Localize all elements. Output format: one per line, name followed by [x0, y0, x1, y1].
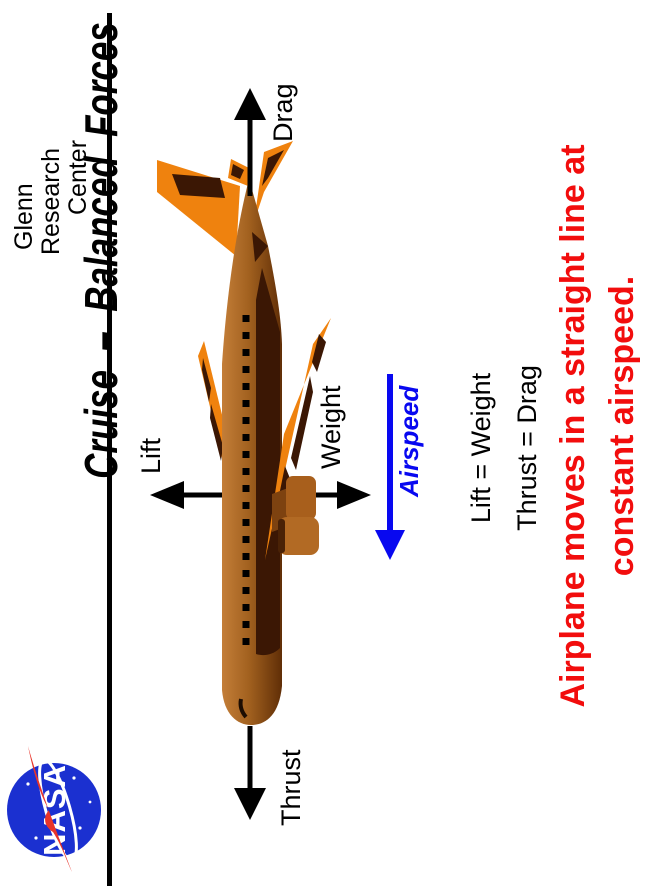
logo-star [88, 800, 92, 804]
fuselage-shadow-stripe [256, 268, 280, 656]
drag-arrow [234, 88, 266, 196]
thrust-label: Thrust [276, 749, 306, 826]
engine-intake-lip [278, 519, 285, 553]
caption: Airplane moves in a straight line at con… [549, 13, 647, 839]
weight-label: Weight [316, 385, 346, 469]
far-wing [198, 341, 226, 475]
engine [272, 476, 319, 555]
thrust-arrow [234, 726, 266, 820]
cockpit-mark [238, 698, 248, 719]
engine-body [286, 476, 316, 520]
logo-star [72, 776, 76, 780]
near-stabilizer [254, 141, 293, 222]
logo-wordmark: NASA [37, 764, 72, 856]
balance-equations: Lift = Weight Thrust = Drag [458, 288, 550, 608]
drag-label: Drag [268, 83, 298, 142]
weight-arrowhead [337, 481, 371, 509]
caption-line-1: Airplane moves in a straight line at [554, 144, 592, 708]
fuselage [222, 179, 282, 725]
vertical-fin [157, 160, 240, 256]
logo-star [78, 826, 82, 830]
logo-globe [7, 763, 101, 857]
airspeed-arrow [375, 374, 405, 560]
logo-star [26, 782, 30, 786]
engine-intake [278, 517, 319, 555]
logo-star [34, 836, 38, 840]
caption-line-2: constant airspeed. [603, 275, 641, 577]
equation-thrust-drag: Thrust = Drag [512, 365, 542, 531]
far-stabilizer [228, 159, 249, 186]
airspeed-label: Airspeed [394, 385, 424, 497]
tail-shadow [252, 232, 268, 262]
lift-arrowhead [150, 481, 184, 509]
logo-orbit-ring [38, 758, 78, 862]
equation-lift-weight: Lift = Weight [466, 372, 496, 524]
lift-label: Lift [136, 437, 166, 474]
nasa-meatball-logo: NASA [7, 746, 101, 872]
